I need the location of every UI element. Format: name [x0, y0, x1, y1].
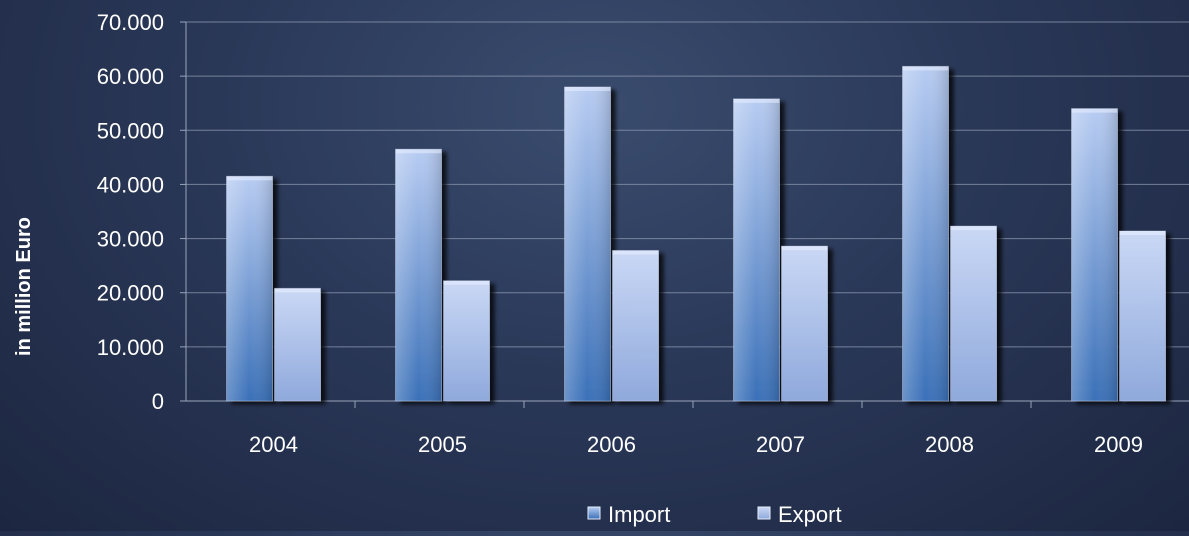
bar-highlight — [395, 149, 442, 401]
x-tick-label: 2006 — [587, 432, 636, 457]
y-tick-label: 10.000 — [97, 335, 164, 360]
labels: 0 10.000 20.000 30.000 40.000 50.000 60.000 70.… — [13, 10, 1143, 457]
bar-export-2009 — [1119, 230, 1166, 402]
bar-export-2004 — [274, 287, 321, 402]
bar-export-2005 — [443, 280, 490, 402]
legend-label-import: Import — [608, 502, 670, 527]
y-tick-label: 60.000 — [97, 64, 164, 89]
x-tick-label: 2007 — [756, 432, 805, 457]
bar-highlight — [902, 66, 949, 401]
bar-top-cap — [1119, 230, 1166, 235]
bar-export-2007 — [781, 245, 828, 402]
legend: Import Export — [587, 502, 842, 527]
y-tick-label: 0 — [152, 389, 164, 414]
gridlines — [186, 21, 1189, 348]
bar-top-cap — [226, 176, 273, 181]
bar-highlight — [733, 98, 780, 401]
y-tick-label: 40.000 — [97, 172, 164, 197]
axes — [180, 21, 1189, 408]
x-tick-label: 2004 — [249, 432, 298, 457]
bar-top-cap — [612, 250, 659, 255]
y-tick-label: 50.000 — [97, 118, 164, 143]
y-tick-label: 20.000 — [97, 281, 164, 306]
bar-top-cap — [902, 66, 949, 71]
x-tick-label: 2008 — [925, 432, 974, 457]
x-tick-label: 2009 — [1094, 432, 1143, 457]
x-tick-label: 2005 — [418, 432, 467, 457]
bar-highlight — [1071, 108, 1118, 401]
y-axis-title: in million Euro — [13, 217, 35, 356]
bar-export-2006 — [612, 249, 659, 402]
bar-export-2008 — [950, 225, 997, 402]
y-tick-label: 30.000 — [97, 227, 164, 252]
bar-top-cap — [1071, 108, 1118, 113]
bar-top-cap — [781, 246, 828, 251]
bars — [226, 65, 1166, 402]
bar-top-cap — [395, 149, 442, 154]
bar-top-cap — [274, 288, 321, 293]
y-tick-label: 70.000 — [97, 10, 164, 35]
legend-label-export: Export — [778, 502, 842, 527]
bar-top-cap — [733, 98, 780, 103]
bar-top-cap — [443, 280, 490, 285]
bar-highlight — [226, 176, 273, 401]
legend-swatch-export — [757, 506, 771, 520]
bar-top-cap — [564, 86, 611, 91]
bar-top-cap — [950, 226, 997, 231]
bar-highlight — [564, 86, 611, 401]
legend-swatch-import — [587, 506, 601, 520]
